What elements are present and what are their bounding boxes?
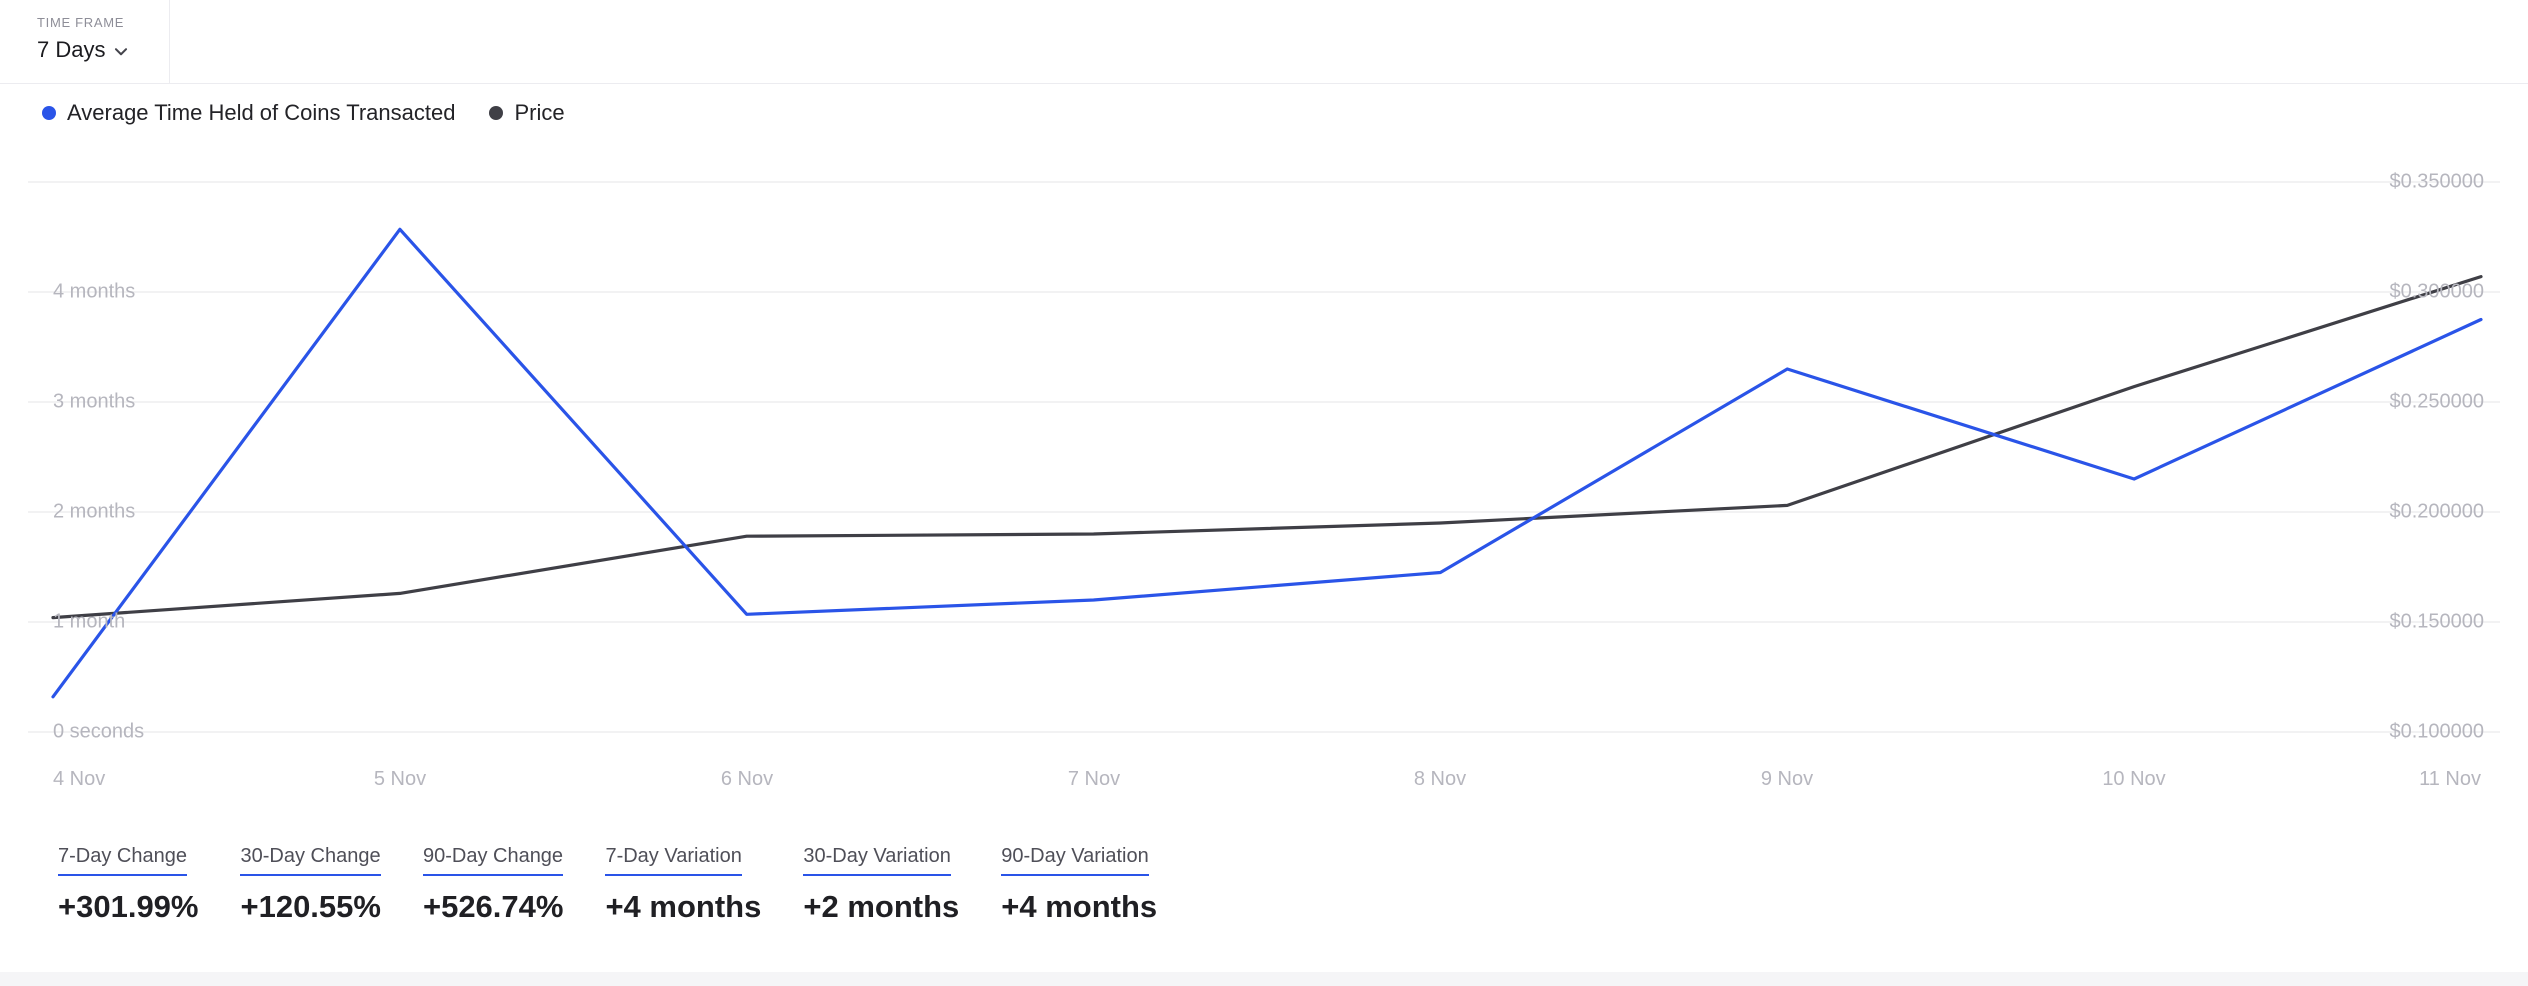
chevron-down-icon: [115, 47, 128, 55]
panel-header: TIME FRAME 7 Days: [0, 0, 2528, 84]
y-axis-right-tick: $0.250000: [2389, 390, 2484, 413]
x-axis-tick: 5 Nov: [373, 768, 427, 790]
y-axis-right-tick: $0.350000: [2389, 170, 2484, 193]
stat-label[interactable]: 7-Day Variation: [605, 845, 742, 876]
stat-label[interactable]: 30-Day Change: [240, 845, 381, 876]
footer-divider: [0, 972, 2528, 986]
stat-30d-variation: 30-Day Variation +2 months: [803, 845, 959, 925]
stat-label[interactable]: 90-Day Variation: [1001, 845, 1149, 876]
y-axis-left-tick: 3 months: [53, 390, 136, 413]
y-axis-right-tick: $0.200000: [2389, 500, 2484, 523]
legend-dot-dark: [489, 106, 504, 120]
stat-7d-change: 7-Day Change +301.99%: [58, 845, 198, 925]
legend-item-avg-time-held[interactable]: Average Time Held of Coins Transacted: [42, 100, 455, 126]
x-axis-tick: 8 Nov: [1413, 768, 1467, 790]
stat-value: +2 months: [803, 889, 960, 924]
stat-90d-change: 90-Day Change +526.74%: [422, 845, 564, 925]
timeframe-label: TIME FRAME: [37, 15, 125, 30]
y-axis-right-tick: $0.100000: [2389, 720, 2484, 743]
stat-value: +526.74%: [422, 889, 564, 924]
timeframe-dropdown[interactable]: TIME FRAME 7 Days: [0, 0, 170, 84]
x-axis-tick: 6 Nov: [720, 768, 774, 790]
y-axis-left-tick: 2 months: [53, 500, 136, 523]
stat-label[interactable]: 90-Day Change: [422, 845, 564, 876]
stat-value: +120.55%: [240, 889, 381, 924]
stat-7d-variation: 7-Day Variation +4 months: [605, 845, 761, 925]
y-axis-left-tick: 0 seconds: [53, 720, 145, 743]
x-axis-tick: 7 Nov: [1067, 768, 1121, 790]
x-axis-tick: 11 Nov: [2419, 768, 2481, 790]
timeframe-value: 7 Days: [37, 37, 106, 62]
stat-30d-change: 30-Day Change +120.55%: [240, 845, 381, 925]
y-axis-right-tick: $0.150000: [2389, 610, 2484, 633]
stat-90d-variation: 90-Day Variation +4 months: [1001, 845, 1157, 925]
y-axis-left-tick: 4 months: [53, 280, 136, 303]
x-axis-tick: 10 Nov: [2102, 768, 2166, 790]
chart-legend: Average Time Held of Coins Transacted Pr…: [42, 100, 565, 126]
legend-label: Average Time Held of Coins Transacted: [67, 100, 456, 125]
legend-label: Price: [514, 100, 565, 125]
x-axis-tick: 9 Nov: [1760, 768, 1814, 790]
stat-value: +4 months: [1001, 889, 1158, 924]
y-axis-right-tick: $0.300000: [2389, 280, 2484, 303]
stat-value: +301.99%: [58, 889, 199, 924]
legend-item-price[interactable]: Price: [489, 100, 565, 126]
stat-label[interactable]: 30-Day Variation: [803, 845, 951, 876]
legend-dot-blue: [42, 106, 56, 120]
stats-row: 7-Day Change +301.99% 30-Day Change +120…: [58, 845, 1157, 925]
y-axis-left-tick: 1 month: [53, 610, 126, 633]
stat-value: +4 months: [605, 889, 762, 924]
stat-label[interactable]: 7-Day Change: [58, 845, 187, 876]
x-axis-tick: 4 Nov: [53, 768, 106, 790]
